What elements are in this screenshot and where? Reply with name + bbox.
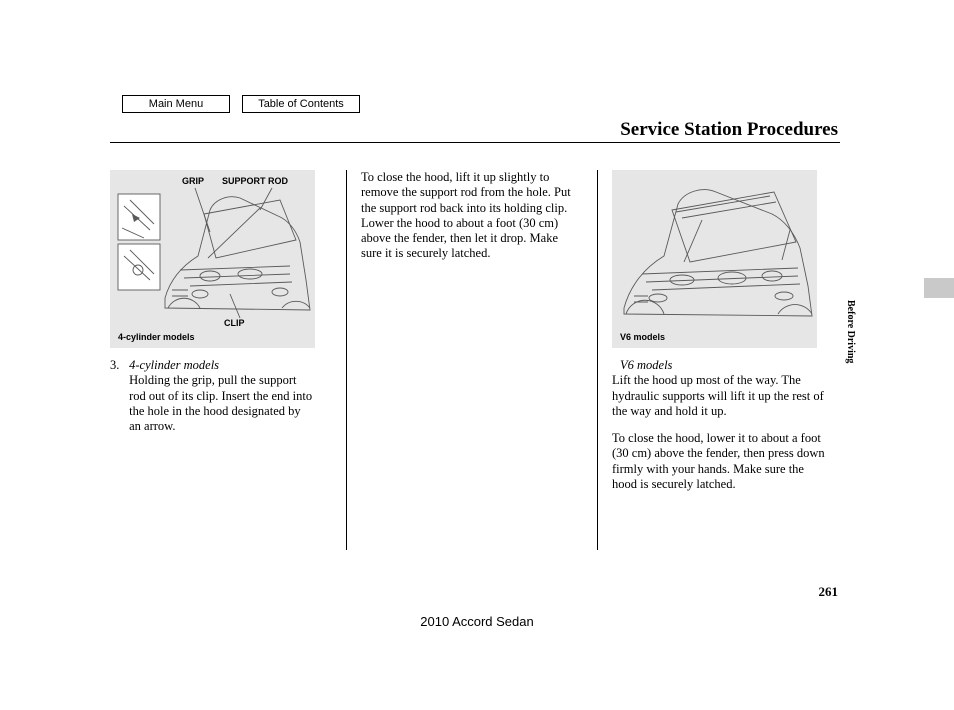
main-menu-button[interactable]: Main Menu	[122, 95, 230, 113]
step-heading: 4-cylinder models	[129, 358, 219, 372]
toc-button[interactable]: Table of Contents	[242, 95, 360, 113]
v6-para2: To close the hood, lower it to about a f…	[612, 431, 826, 492]
column-3: V6 models V6 models Lift the hood up mos…	[612, 170, 834, 550]
hood-diagram-v6-icon	[612, 170, 817, 348]
step-text: Holding the grip, pull the support rod o…	[129, 373, 312, 433]
v6-section: V6 models Lift the hood up most of the w…	[612, 358, 826, 492]
content-columns: GRIP SUPPORT ROD CLIP 4-cylinder models …	[110, 170, 840, 550]
side-tab	[924, 278, 954, 298]
figure-4cyl: GRIP SUPPORT ROD CLIP 4-cylinder models	[110, 170, 315, 348]
column-2: To close the hood, lift it up slightly t…	[361, 170, 583, 550]
v6-heading: V6 models	[620, 358, 826, 373]
page-number: 261	[819, 584, 839, 600]
figure-caption-v6: V6 models	[620, 332, 665, 342]
step-3: 3. 4-cylinder models Holding the grip, p…	[110, 358, 324, 434]
figure-label-support-rod: SUPPORT ROD	[222, 176, 288, 186]
column-divider-2	[597, 170, 598, 550]
step-number: 3.	[110, 358, 126, 373]
close-hood-4cyl-text: To close the hood, lift it up slightly t…	[361, 170, 575, 262]
nav-buttons: Main Menu Table of Contents	[122, 95, 360, 113]
column-1: GRIP SUPPORT ROD CLIP 4-cylinder models …	[110, 170, 332, 550]
figure-caption-4cyl: 4-cylinder models	[118, 332, 195, 342]
figure-label-grip: GRIP	[182, 176, 204, 186]
figure-label-clip: CLIP	[224, 318, 245, 328]
page-title: Service Station Procedures	[620, 119, 838, 141]
side-section-label: Before Driving	[845, 300, 856, 363]
figure-v6: V6 models	[612, 170, 817, 348]
column-divider-1	[346, 170, 347, 550]
footer-model: 2010 Accord Sedan	[0, 614, 954, 629]
title-rule	[110, 142, 840, 143]
hood-diagram-4cyl-icon	[110, 170, 315, 348]
v6-para1: Lift the hood up most of the way. The hy…	[612, 373, 826, 419]
